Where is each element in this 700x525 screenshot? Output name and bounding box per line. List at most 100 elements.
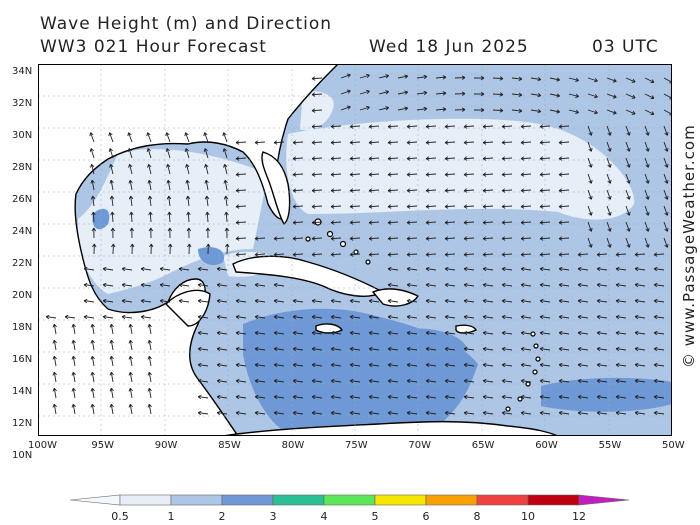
wave-direction-arrow: [634, 410, 646, 416]
wave-direction-arrow: [558, 314, 570, 320]
wave-direction-arrow: [558, 362, 570, 368]
wave-direction-arrow: [596, 282, 608, 288]
wave-direction-arrow: [530, 92, 542, 98]
wave-direction-arrow: [109, 387, 114, 399]
wave-direction-arrow: [397, 74, 409, 79]
puerto-rico-island: [455, 324, 477, 334]
wave-direction-arrow: [644, 221, 650, 232]
wave-direction-arrow: [168, 243, 173, 255]
wave-direction-arrow: [425, 410, 437, 416]
wave-direction-arrow: [140, 314, 152, 320]
wave-direction-arrow: [539, 362, 551, 368]
wave-direction-arrow: [91, 211, 96, 223]
wave-direction-arrow: [216, 330, 228, 336]
wave-direction-arrow: [501, 378, 513, 384]
legend-swatch: [323, 494, 376, 506]
wave-direction-arrow: [530, 108, 542, 114]
wave-direction-arrow: [368, 124, 380, 129]
wave-direction-arrow: [292, 156, 304, 161]
wave-direction-arrow: [292, 346, 304, 352]
wave-direction-arrow: [416, 106, 428, 112]
wave-direction-arrow: [108, 148, 114, 159]
wave-direction-arrow: [587, 157, 593, 168]
wave-direction-arrow: [558, 156, 570, 161]
legend-swatch: [374, 494, 427, 506]
wave-direction-arrow: [140, 282, 152, 288]
wave-direction-arrow: [311, 394, 323, 400]
wave-direction-arrow: [520, 156, 532, 161]
wave-direction-arrow: [254, 394, 266, 400]
wave-direction-arrow: [111, 243, 116, 255]
wave-direction-arrow: [349, 236, 361, 241]
wave-direction-arrow: [90, 195, 96, 207]
wave-direction-arrow: [121, 266, 133, 272]
wave-direction-arrow: [292, 410, 304, 416]
wave-direction-arrow: [406, 362, 418, 368]
wave-direction-arrow: [482, 410, 494, 416]
wave-direction-arrow: [186, 211, 191, 223]
wave-direction-arrow: [254, 378, 266, 384]
wave-direction-arrow: [558, 140, 570, 145]
lat-tick-label: 28N: [12, 162, 33, 173]
wave-direction-arrow: [71, 339, 76, 351]
wave-direction-arrow: [501, 236, 513, 241]
wave-direction-arrow: [615, 282, 627, 288]
wave-direction-arrow: [634, 362, 646, 368]
wave-direction-arrow: [109, 179, 114, 191]
wave-direction-arrow: [606, 77, 617, 83]
wave-direction-arrow: [147, 195, 153, 207]
wave-direction-arrow: [549, 109, 561, 114]
lon-tick-label: 60W: [535, 440, 558, 451]
wave-direction-arrow: [273, 346, 285, 352]
wave-direction-arrow: [128, 323, 133, 335]
wave-direction-arrow: [71, 323, 76, 335]
wave-direction-arrow: [558, 394, 570, 400]
wave-direction-arrow: [216, 394, 228, 400]
wave-direction-arrow: [444, 220, 456, 225]
wave-direction-arrow: [109, 403, 114, 415]
wave-direction-arrow: [558, 282, 570, 288]
wave-direction-arrow: [368, 346, 380, 352]
wave-direction-arrow: [663, 157, 669, 168]
wave-direction-arrow: [663, 237, 669, 248]
wave-direction-arrow: [463, 124, 475, 129]
wave-direction-arrow: [501, 140, 513, 145]
wave-direction-arrow: [387, 394, 399, 400]
wave-direction-arrow: [368, 362, 380, 368]
lon-tick-label: 70W: [408, 440, 432, 451]
wave-direction-arrow: [311, 362, 323, 368]
wave-direction-arrow: [501, 362, 513, 368]
lat-tick-label: 22N: [12, 258, 33, 269]
legend-label: 0.5: [111, 510, 129, 522]
map-title: Wave Height (m) and Direction: [40, 14, 333, 34]
wave-direction-arrow: [368, 140, 380, 145]
wave-direction-arrow: [197, 266, 209, 272]
wave-direction-arrow: [368, 156, 380, 161]
wave-direction-arrow: [311, 346, 323, 352]
wave-direction-arrow: [444, 298, 456, 304]
wave-direction-arrow: [454, 91, 466, 96]
wave-direction-arrow: [387, 140, 399, 145]
wave-direction-arrow: [482, 124, 494, 129]
wave-direction-arrow: [223, 163, 228, 175]
wave-direction-arrow: [406, 140, 418, 145]
wave-direction-arrow: [482, 220, 494, 225]
wave-direction-arrow: [235, 410, 247, 416]
wave-direction-arrow: [577, 314, 589, 320]
wave-direction-arrow: [625, 205, 631, 216]
map-frame: [38, 64, 672, 436]
wave-direction-arrow: [311, 220, 323, 225]
wave-direction-arrow: [653, 330, 665, 336]
wave-direction-arrow: [425, 188, 437, 193]
lon-tick-label: 55W: [598, 440, 622, 451]
wave-direction-arrow: [606, 93, 617, 99]
wave-direction-arrow: [216, 298, 228, 304]
wave-direction-arrow: [330, 220, 342, 225]
wave-direction-arrow: [273, 140, 285, 145]
wave-direction-arrow: [644, 125, 650, 136]
wave-direction-arrow: [558, 298, 570, 304]
wave-direction-arrow: [558, 378, 570, 384]
wave-direction-arrow: [520, 252, 532, 257]
wave-direction-arrow: [378, 74, 390, 79]
wave-direction-arrow: [349, 346, 361, 352]
